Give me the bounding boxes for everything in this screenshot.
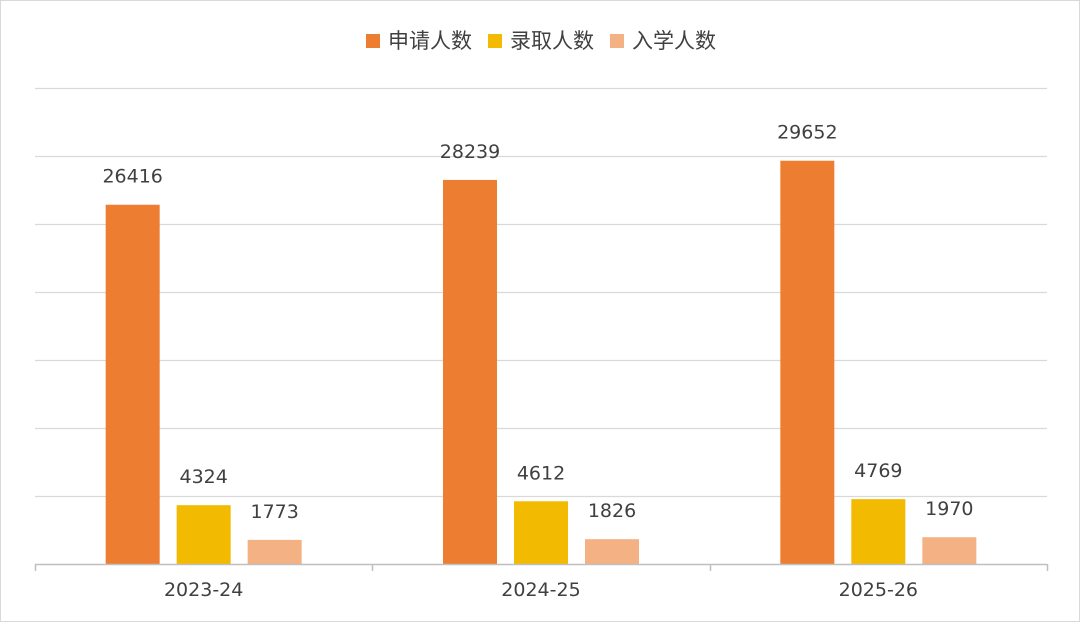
bar xyxy=(105,204,160,564)
legend-swatch xyxy=(488,34,502,48)
data-label: 1773 xyxy=(250,501,298,523)
data-label: 26416 xyxy=(102,166,162,188)
bars xyxy=(105,160,977,565)
bar xyxy=(247,539,302,564)
data-label: 4769 xyxy=(854,460,902,482)
legend-label: 申请人数 xyxy=(388,29,472,53)
bar xyxy=(780,160,835,565)
data-label: 4612 xyxy=(517,462,565,484)
legend-label: 入学人数 xyxy=(632,29,716,53)
data-label: 1826 xyxy=(588,500,636,522)
legend-swatch xyxy=(366,34,380,48)
data-label: 29652 xyxy=(777,122,837,144)
data-label: 4324 xyxy=(179,466,227,488)
legend-swatch xyxy=(610,34,624,48)
data-label: 28239 xyxy=(440,141,500,163)
bar xyxy=(851,499,906,564)
legend-label: 录取人数 xyxy=(510,29,594,53)
bar xyxy=(176,505,231,564)
bar xyxy=(585,539,639,564)
x-axis: 2023-24 2024-25 2025-26 xyxy=(34,563,1049,601)
data-label: 1970 xyxy=(925,498,973,520)
bar xyxy=(443,179,497,565)
gridlines xyxy=(35,87,1047,498)
x-tick-label: 2023-24 xyxy=(164,579,243,601)
legend: 申请人数 录取人数 入学人数 xyxy=(366,29,716,53)
bar xyxy=(922,537,977,564)
bar xyxy=(514,501,568,564)
data-labels: 26416 4324 1773 28239 4612 1826 29652 4769 1970 xyxy=(102,122,973,523)
x-tick-label: 2025-26 xyxy=(839,579,918,601)
x-tick-label: 2024-25 xyxy=(501,579,580,601)
